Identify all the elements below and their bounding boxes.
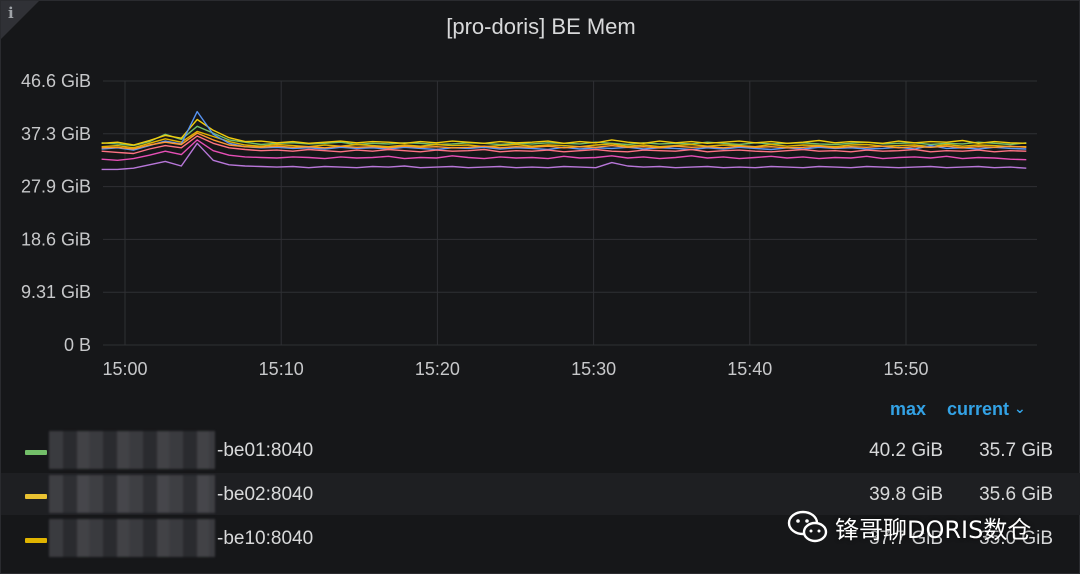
y-tick-label: 0 B — [64, 335, 91, 355]
legend-row[interactable]: -be01:8040 40.2 GiB 35.7 GiB — [1, 429, 1080, 471]
line-chart[interactable]: 46.6 GiB 37.3 GiB 27.9 GiB 18.6 GiB 9.31 GiB… — [1, 1, 1080, 401]
x-tick-label: 15:00 — [102, 359, 147, 379]
y-tick-label: 27.9 GiB — [21, 177, 91, 197]
legend-swatch — [25, 538, 47, 543]
x-tick-label: 15:30 — [571, 359, 616, 379]
legend-current-value: 35.0 GiB — [979, 528, 1053, 549]
y-tick-label: 37.3 GiB — [21, 124, 91, 144]
series-line — [101, 132, 1027, 150]
chevron-down-icon: ⌄ — [1014, 400, 1026, 416]
legend-max-value: 39.8 GiB — [869, 484, 943, 505]
legend-row[interactable]: -be10:8040 37.7 GiB 35.0 GiB — [1, 517, 1080, 559]
y-tick-label: 18.6 GiB — [21, 229, 91, 249]
watermark-text: 锋哥聊DORIS数仓 — [835, 515, 1032, 544]
legend-current-value: 35.6 GiB — [979, 484, 1053, 505]
chart-series — [101, 110, 1027, 171]
redacted-host — [49, 475, 215, 513]
wechat-icon — [787, 510, 828, 543]
legend-max-value: 37.7 GiB — [869, 528, 943, 549]
series-line — [101, 135, 1027, 155]
y-tick-label: 9.31 GiB — [21, 282, 91, 302]
info-corner[interactable] — [1, 1, 39, 39]
legend-max-value: 40.2 GiB — [869, 440, 943, 461]
legend-swatch — [25, 494, 47, 499]
x-axis-ticks: 15:00 15:10 15:20 15:30 15:40 15:50 — [102, 359, 928, 379]
legend-header-max[interactable]: max — [890, 399, 927, 419]
legend-series-name: -be10:8040 — [217, 528, 314, 549]
redacted-host — [49, 431, 215, 469]
legend-swatch — [25, 450, 47, 455]
legend-current-value: 35.7 GiB — [979, 440, 1053, 461]
series-line — [101, 118, 1027, 146]
panel-title[interactable]: [pro-doris] BE Mem — [446, 14, 636, 39]
legend-series-name: -be02:8040 — [217, 484, 314, 505]
x-tick-label: 15:20 — [415, 359, 460, 379]
watermark: 锋哥聊DORIS数仓 — [787, 507, 1031, 547]
legend-header-current[interactable]: current ⌄ — [947, 399, 1026, 420]
y-axis-ticks: 46.6 GiB 37.3 GiB 27.9 GiB 18.6 GiB 9.31 GiB… — [21, 71, 91, 355]
series-line — [101, 130, 1027, 149]
info-icon[interactable]: i — [8, 4, 14, 22]
redacted-host — [49, 519, 215, 557]
legend-series-name: -be01:8040 — [217, 440, 314, 461]
series-line — [101, 142, 1027, 171]
series-line — [101, 139, 1027, 162]
x-tick-label: 15:40 — [727, 359, 772, 379]
legend-header-current-label: current — [947, 399, 1010, 419]
y-tick-label: 46.6 GiB — [21, 71, 91, 91]
legend-row[interactable]: -be02:8040 39.8 GiB 35.6 GiB — [1, 473, 1080, 515]
x-tick-label: 15:10 — [259, 359, 304, 379]
x-tick-label: 15:50 — [883, 359, 928, 379]
chart-grid — [103, 80, 1037, 346]
